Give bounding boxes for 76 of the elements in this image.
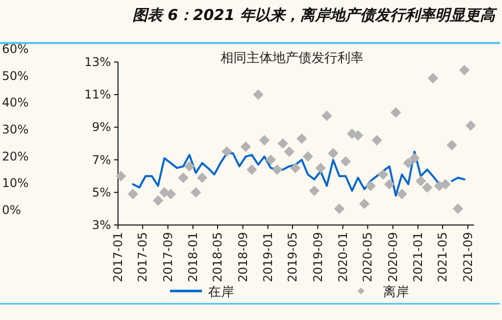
y-tick-label: 13%	[84, 55, 111, 69]
point	[290, 162, 301, 174]
point	[459, 64, 470, 76]
point	[416, 176, 426, 186]
point	[240, 142, 251, 152]
x-tick-label: 2018-09	[236, 232, 250, 282]
x-tick-label: 2017-09	[160, 232, 175, 282]
x-tick-label: 2021-09	[460, 232, 475, 282]
y2-tick-label: 30%	[2, 122, 29, 136]
x-tick-label: 2019-09	[310, 232, 325, 282]
point	[328, 148, 338, 159]
y2-tick-label: 20%	[2, 149, 29, 164]
x-tick-label: 2020-09	[386, 232, 400, 282]
point	[446, 140, 458, 150]
x-tick-label: 2020-05	[360, 232, 375, 282]
point	[272, 164, 282, 175]
point	[246, 164, 258, 175]
point	[116, 170, 126, 182]
point	[166, 188, 176, 200]
y2-tick-label: 0%	[2, 203, 22, 217]
point	[178, 172, 189, 183]
x-tick-label: 2021-01	[410, 232, 425, 282]
point	[278, 138, 288, 149]
point	[372, 135, 382, 146]
x-tick-label: 2017-05	[136, 232, 150, 282]
y2-tick-label: 50%	[2, 68, 29, 83]
x-tick-label: 2017-01	[111, 232, 125, 282]
point	[396, 188, 408, 200]
point	[428, 73, 438, 84]
y-tick-label: 9%	[92, 120, 111, 134]
point	[390, 107, 402, 118]
point	[284, 146, 294, 157]
x-tick-label: 2019-01	[260, 232, 275, 282]
point	[440, 179, 451, 190]
point	[196, 172, 208, 183]
y2-tick-label: 60%	[2, 42, 29, 56]
point	[378, 169, 388, 180]
point	[184, 161, 195, 172]
y-tick-label: 3%	[92, 218, 111, 232]
point	[322, 110, 332, 122]
point	[252, 89, 264, 100]
point	[302, 151, 314, 162]
point	[222, 146, 232, 157]
y2-tick-label: 10%	[2, 176, 29, 190]
x-tick-label: 2021-05	[436, 232, 450, 282]
point	[365, 180, 376, 192]
x-tick-label: 2019-05	[286, 232, 300, 282]
point	[352, 130, 364, 141]
point	[266, 154, 276, 166]
point	[259, 135, 270, 146]
point	[296, 133, 307, 144]
legend-label: 在岸	[208, 285, 234, 300]
legend-label: 离岸	[383, 284, 409, 300]
point	[452, 203, 464, 214]
x-tick-label: 2018-01	[186, 232, 200, 282]
chart-subtitle: 相同主体地产债发行利率	[220, 50, 364, 66]
y-tick-label: 11%	[84, 88, 111, 102]
point	[128, 188, 138, 200]
point	[315, 162, 326, 174]
point	[334, 203, 345, 214]
point	[152, 195, 164, 206]
y-tick-label: 5%	[92, 185, 111, 200]
point	[403, 158, 414, 168]
point	[359, 198, 370, 210]
point	[422, 182, 432, 193]
point	[190, 187, 202, 198]
y-tick-label: 7%	[92, 152, 111, 167]
point	[409, 152, 420, 164]
point	[384, 179, 395, 190]
x-tick-label: 2018-05	[210, 232, 225, 282]
x-tick-label: 2020-01	[336, 232, 350, 282]
y2-tick-label: 40%	[2, 96, 29, 110]
point	[465, 120, 476, 131]
point	[309, 186, 320, 196]
chart-title: 图表 6：2021 年以来，离岸地产债发行利率明显更高	[132, 6, 498, 24]
point	[340, 156, 351, 167]
